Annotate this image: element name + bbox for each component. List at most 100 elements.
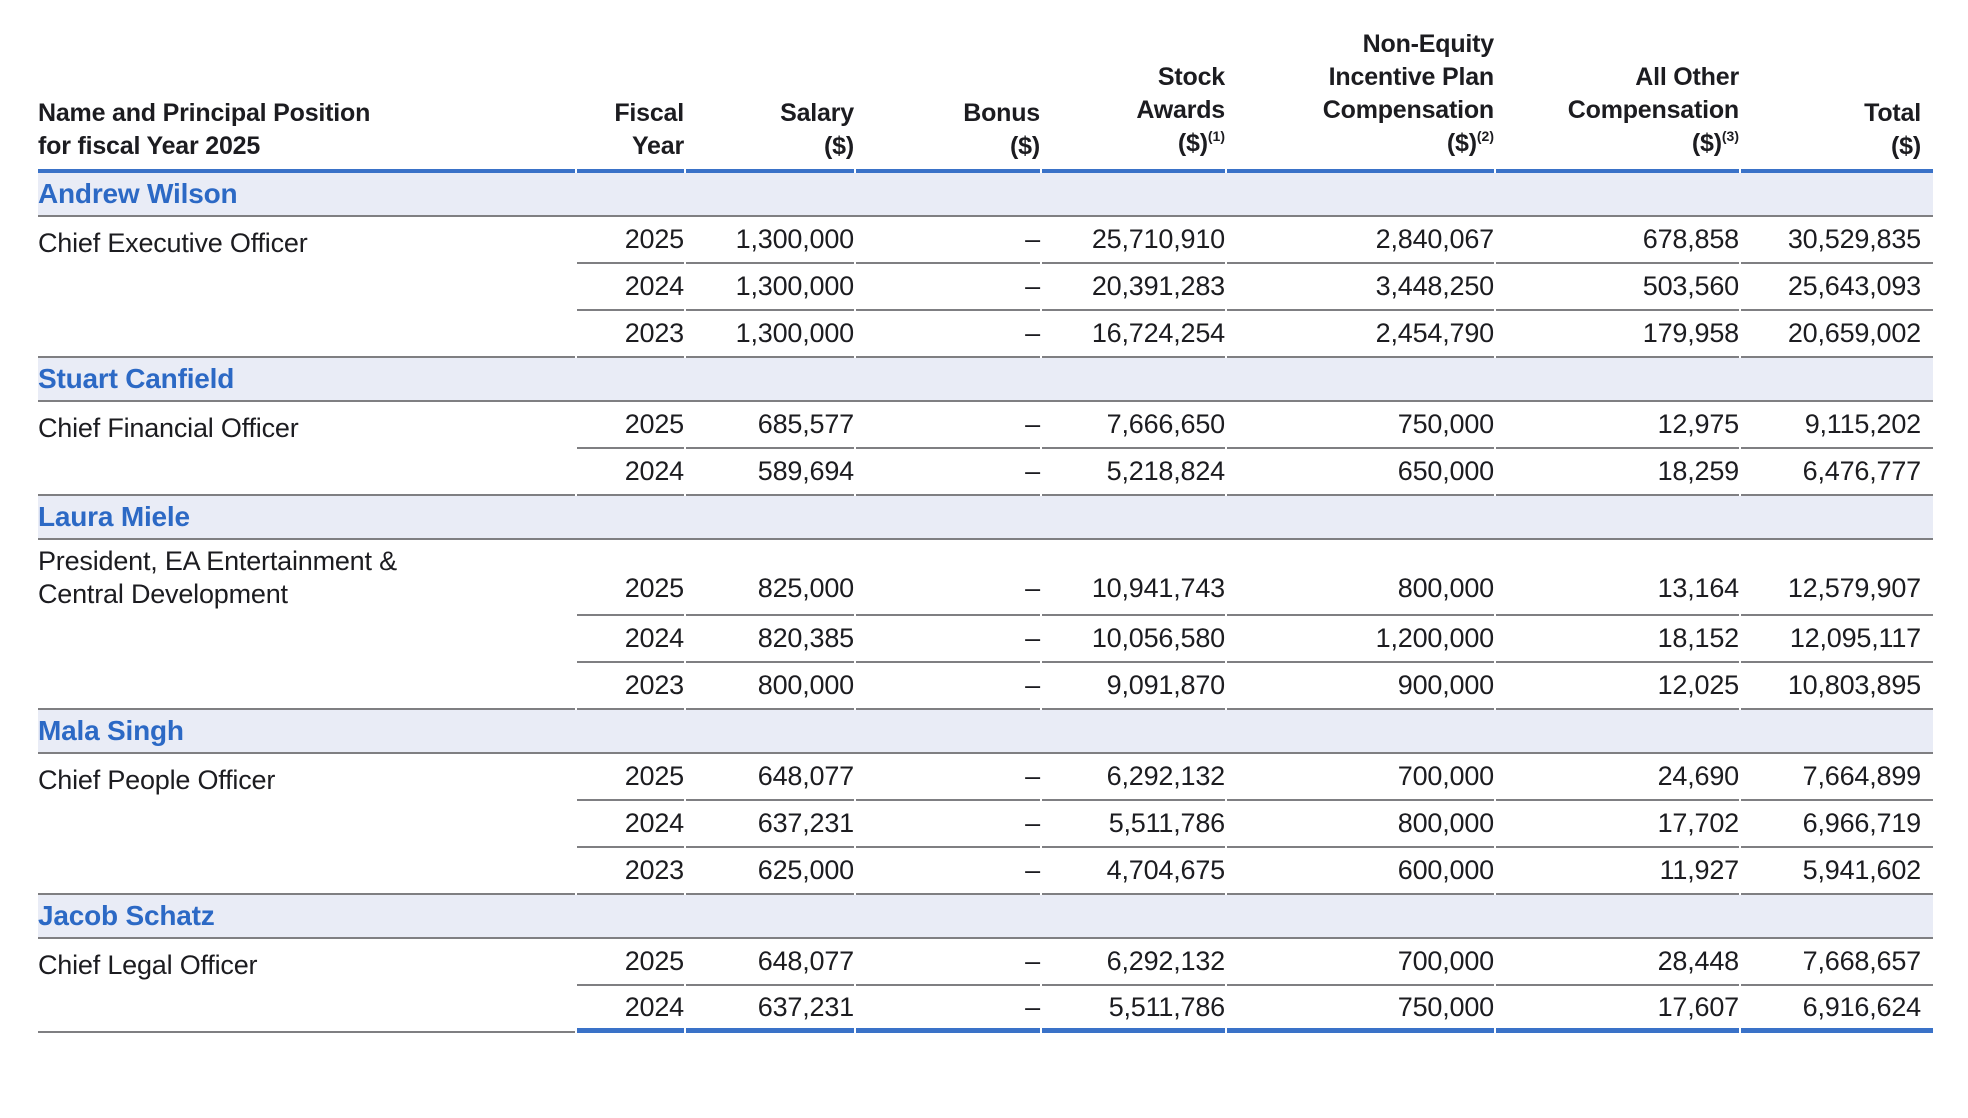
table-row: Chief People Officer 2025 648,077 – 6,29… [38,754,1933,895]
position-cell: Chief Legal Officer [38,939,575,1033]
table-row: 2024 637,231 – 5,511,786 750,000 17,607 … [38,986,1933,1033]
cell-total: 9,115,202 [1741,402,1933,449]
executive-name: Laura Miele [38,496,1933,540]
footnote-ref: (1) [1207,128,1225,144]
cell-stock-awards: 6,292,132 [1042,754,1225,801]
table-row: 2024 1,300,000 – 20,391,283 3,448,250 50… [38,264,1933,311]
position-cell: Chief Executive Officer [38,217,575,358]
header-line: Incentive Plan [1328,63,1495,91]
table-row: 2023 1,300,000 – 16,724,254 2,454,790 17… [38,311,1933,358]
col-header-salary: Salary ($) [686,28,854,173]
cell-non-equity: 1,200,000 [1227,616,1494,663]
col-header-all-other-compensation: All Other Compensation ($)(3) [1496,28,1739,173]
cell-non-equity: 800,000 [1227,801,1494,848]
cell-bonus: – [856,217,1040,264]
cell-total: 6,916,624 [1741,986,1933,1033]
header-line: Non-Equity [1362,30,1495,58]
cell-non-equity: 650,000 [1227,449,1494,496]
cell-stock-awards: 9,091,870 [1042,663,1225,710]
col-header-total: Total ($) [1741,28,1933,173]
header-line: Fiscal [614,99,684,127]
header-row: Name and Principal Position for fiscal Y… [38,28,1933,173]
header-line: Bonus [963,99,1040,127]
cell-salary: 820,385 [686,616,854,663]
cell-fiscal-year: 2023 [577,663,684,710]
cell-salary: 637,231 [686,986,854,1033]
cell-bonus: – [856,540,1040,616]
header-line: All Other [1635,63,1739,91]
cell-all-other: 11,927 [1496,848,1739,895]
col-header-name-position: Name and Principal Position for fiscal Y… [38,28,575,173]
section-header-row: Stuart Canfield [38,358,1933,402]
cell-fiscal-year: 2023 [577,848,684,895]
cell-salary: 1,300,000 [686,311,854,358]
cell-total: 12,095,117 [1741,616,1933,663]
cell-total: 12,579,907 [1741,540,1933,616]
cell-non-equity: 750,000 [1227,402,1494,449]
header-line: Awards [1136,96,1225,124]
executive-name: Mala Singh [38,710,1933,754]
position-text: President, EA Entertainment & [38,546,397,576]
cell-fiscal-year: 2024 [577,264,684,311]
cell-total: 25,643,093 [1741,264,1933,311]
position-text: Chief People Officer [38,765,276,795]
cell-all-other: 13,164 [1496,540,1739,616]
cell-stock-awards: 5,511,786 [1042,801,1225,848]
summary-compensation-table: Name and Principal Position for fiscal Y… [36,28,1935,1033]
cell-salary: 685,577 [686,402,854,449]
executive-name: Andrew Wilson [38,173,1933,217]
executive-name: Stuart Canfield [38,358,1933,402]
cell-fiscal-year: 2024 [577,801,684,848]
cell-fiscal-year: 2025 [577,540,684,616]
cell-stock-awards: 16,724,254 [1042,311,1225,358]
cell-stock-awards: 10,056,580 [1042,616,1225,663]
cell-bonus: – [856,264,1040,311]
section-header-row: Mala Singh [38,710,1933,754]
cell-bonus: – [856,616,1040,663]
cell-total: 6,966,719 [1741,801,1933,848]
cell-stock-awards: 5,511,786 [1042,986,1225,1033]
unit-label: ($) [1691,129,1722,157]
cell-fiscal-year: 2023 [577,311,684,358]
cell-salary: 825,000 [686,540,854,616]
footnote-ref: (2) [1476,128,1494,144]
cell-stock-awards: 25,710,910 [1042,217,1225,264]
position-cell: Chief People Officer [38,754,575,895]
cell-all-other: 17,702 [1496,801,1739,848]
header-line: Name and Principal Position [38,99,371,127]
position-text: Chief Executive Officer [38,228,308,258]
cell-bonus: – [856,939,1040,986]
cell-all-other: 503,560 [1496,264,1739,311]
col-header-bonus: Bonus ($) [856,28,1040,173]
section-header-row: Jacob Schatz [38,895,1933,939]
col-header-non-equity-incentive: Non-Equity Incentive Plan Compensation (… [1227,28,1494,173]
table-row: 2023 625,000 – 4,704,675 600,000 11,927 … [38,848,1933,895]
position-text: Chief Financial Officer [38,413,299,443]
cell-fiscal-year: 2024 [577,449,684,496]
cell-salary: 637,231 [686,801,854,848]
cell-fiscal-year: 2025 [577,754,684,801]
cell-total: 7,664,899 [1741,754,1933,801]
table-row: 2024 820,385 – 10,056,580 1,200,000 18,1… [38,616,1933,663]
table-row: 2024 589,694 – 5,218,824 650,000 18,259 … [38,449,1933,496]
cell-fiscal-year: 2025 [577,402,684,449]
unit-label: ($) [1446,129,1477,157]
header-line: ($) [824,132,854,160]
unit-label: ($) [1177,129,1208,157]
cell-all-other: 18,259 [1496,449,1739,496]
executive-name: Jacob Schatz [38,895,1933,939]
cell-all-other: 678,858 [1496,217,1739,264]
footnote-ref: (3) [1721,128,1739,144]
cell-non-equity: 600,000 [1227,848,1494,895]
cell-non-equity: 700,000 [1227,939,1494,986]
cell-all-other: 28,448 [1496,939,1739,986]
header-line: for fiscal Year 2025 [38,132,261,160]
cell-salary: 1,300,000 [686,217,854,264]
cell-total: 6,476,777 [1741,449,1933,496]
position-text: Central Development [38,579,288,609]
cell-all-other: 12,025 [1496,663,1739,710]
cell-total: 7,668,657 [1741,939,1933,986]
header-line: Stock [1157,63,1225,91]
section-header-row: Andrew Wilson [38,173,1933,217]
cell-salary: 589,694 [686,449,854,496]
